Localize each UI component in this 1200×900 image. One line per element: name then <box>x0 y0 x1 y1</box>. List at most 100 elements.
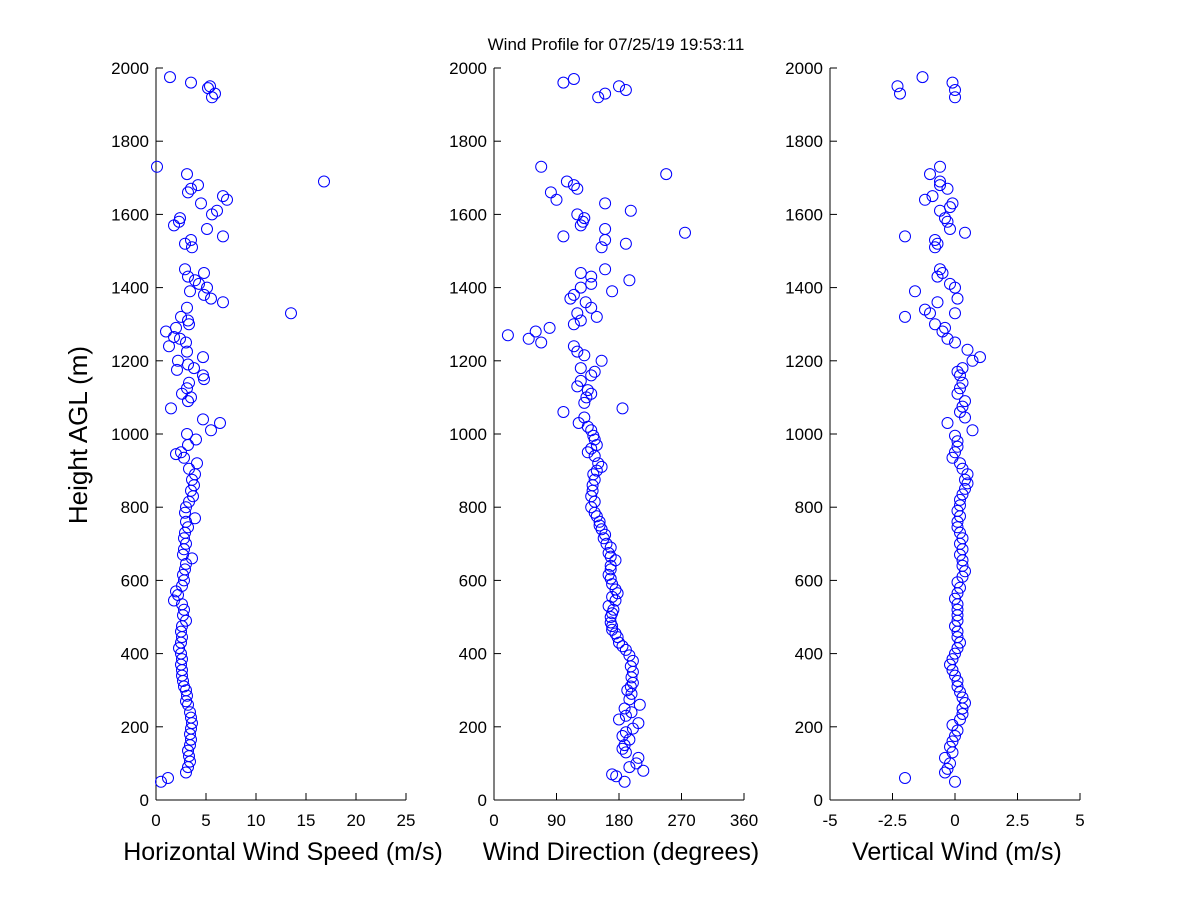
direction-data-point <box>585 424 598 437</box>
direction-data-point <box>544 186 557 199</box>
vertical-data-point <box>956 400 969 413</box>
speed-data-point <box>177 548 189 561</box>
direction-data-point <box>599 234 612 246</box>
vertical-data-point <box>954 686 966 698</box>
direction-xtick-label: 360 <box>730 811 758 830</box>
speed-data-point <box>180 501 192 514</box>
direction-data-point <box>571 307 584 320</box>
direction-data-point <box>578 212 591 225</box>
vertical-data-point <box>961 343 974 356</box>
direction-xtick-label: 0 <box>489 811 498 830</box>
speed-data-point <box>162 772 174 784</box>
vertical-data-point <box>949 730 961 742</box>
speed-ytick-label: 1000 <box>111 425 149 444</box>
direction-data-point <box>590 310 603 323</box>
vertical-data-point <box>959 482 971 495</box>
speed-data-point <box>185 234 197 246</box>
direction-data-point <box>604 616 617 629</box>
vertical-data-point <box>944 201 956 214</box>
direction-data-point <box>609 627 622 640</box>
vertical-data-point <box>949 592 961 605</box>
vertical-data-point <box>891 80 904 93</box>
speed-data-point <box>189 274 201 287</box>
direction-data-point <box>567 340 580 353</box>
speed-xtick-label: 10 <box>247 811 266 830</box>
direction-data-point <box>593 519 606 532</box>
speed-data-point <box>221 193 233 206</box>
direction-ytick-label: 600 <box>459 571 487 590</box>
speed-data-point <box>181 345 193 358</box>
speed-data-point <box>160 325 172 338</box>
vertical-panel: 0 200 400 600 800 1000 1200 1400 1600 1800 2000 -5 -… <box>785 59 1085 866</box>
direction-data-point <box>618 702 631 715</box>
direction-data-point <box>599 87 612 100</box>
direction-data-point <box>578 349 591 362</box>
direction-data-point <box>581 446 594 459</box>
direction-xtick-label: 90 <box>547 811 566 830</box>
vertical-data-point <box>949 669 961 682</box>
speed-data-point <box>211 204 223 217</box>
speed-data-point <box>179 563 191 576</box>
speed-data-point <box>197 369 209 382</box>
direction-data-point <box>619 84 632 96</box>
direction-data-point <box>587 468 600 481</box>
vertical-data-point <box>899 310 911 323</box>
direction-data-point <box>585 270 598 283</box>
speed-data-point <box>182 270 194 283</box>
speed-data-point <box>318 175 330 188</box>
speed-data-point <box>178 532 190 545</box>
direction-ytick-label: 1600 <box>449 205 487 224</box>
speed-data-point <box>151 160 163 173</box>
direction-data-point <box>557 406 570 418</box>
speed-ytick-label: 0 <box>140 791 149 810</box>
vertical-data-point <box>946 197 959 210</box>
speed-xtick-label: 15 <box>297 811 316 830</box>
direction-data-point <box>606 768 619 781</box>
speed-data-point <box>185 76 197 89</box>
vertical-data-point <box>936 267 949 279</box>
direction-data-point <box>567 179 580 192</box>
vertical-ytick-label: 400 <box>795 645 823 664</box>
speed-data-point <box>181 168 193 181</box>
direction-data-point <box>535 160 548 173</box>
vertical-data-point <box>956 362 969 375</box>
direction-ytick-label: 1200 <box>449 352 487 371</box>
direction-data-point <box>604 550 617 563</box>
speed-data-point <box>179 263 191 276</box>
vertical-data-point <box>959 226 971 239</box>
vertical-data-point <box>946 76 959 89</box>
speed-data-point <box>182 186 194 199</box>
speed-data-point <box>184 285 196 298</box>
vertical-data-point <box>954 499 966 512</box>
vertical-data-point <box>954 526 966 539</box>
vertical-ytick-label: 1600 <box>785 205 823 224</box>
speed-data-point <box>285 307 297 320</box>
vertical-data-point <box>959 697 971 709</box>
direction-data-point <box>522 332 535 345</box>
speed-data-point <box>181 689 193 702</box>
speed-data-point <box>184 706 196 719</box>
speed-data-point <box>185 711 197 724</box>
speed-data-point <box>191 457 203 470</box>
speed-data-point <box>168 331 180 343</box>
speed-data-point <box>190 433 202 446</box>
direction-data-point <box>599 263 612 276</box>
vertical-data-point <box>956 488 969 501</box>
direction-data-point <box>679 226 691 239</box>
direction-data-point <box>585 387 598 400</box>
speed-data-point <box>182 314 194 327</box>
vertical-data-point <box>934 179 946 192</box>
vertical-data-point <box>949 336 961 349</box>
direction-data-point <box>604 541 617 554</box>
vertical-data-point <box>949 775 961 788</box>
direction-xtick-label: 270 <box>667 811 695 830</box>
direction-data-point <box>557 76 570 89</box>
direction-ytick-label: 0 <box>478 791 487 810</box>
speed-data-point <box>170 448 182 461</box>
vertical-data-point <box>951 631 964 644</box>
direction-data-point <box>599 197 612 210</box>
direction-ytick-label: 1800 <box>449 132 487 151</box>
speed-data-point <box>205 292 217 305</box>
vertical-data-point <box>951 521 964 534</box>
